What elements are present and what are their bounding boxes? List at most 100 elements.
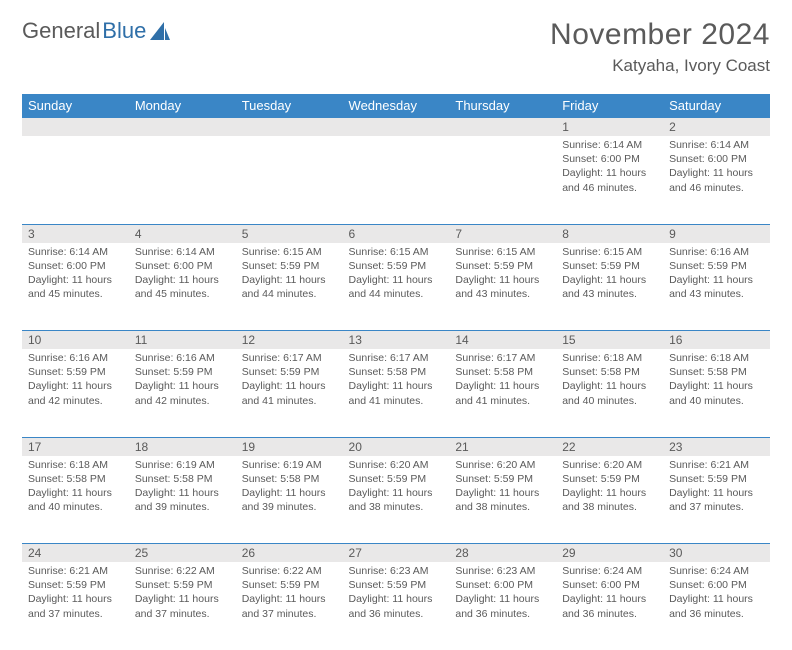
- daylight-text: Daylight: 11 hours and 44 minutes.: [349, 273, 444, 301]
- daylight-text: Daylight: 11 hours and 41 minutes.: [455, 379, 550, 407]
- day-number: 4: [129, 225, 236, 243]
- day-number-cell: [236, 118, 343, 137]
- week-daynum-row: 10111213141516: [22, 331, 770, 350]
- daylight-text: Daylight: 11 hours and 40 minutes.: [28, 486, 123, 514]
- day-number-cell: 15: [556, 331, 663, 350]
- logo-sail-icon: [150, 22, 170, 40]
- day-number: 10: [22, 331, 129, 349]
- sunset-text: Sunset: 6:00 PM: [135, 259, 230, 273]
- day-header: Sunday: [22, 94, 129, 118]
- sunrise-text: Sunrise: 6:22 AM: [135, 564, 230, 578]
- day-details: Sunrise: 6:16 AMSunset: 5:59 PMDaylight:…: [663, 243, 770, 306]
- sunrise-text: Sunrise: 6:14 AM: [135, 245, 230, 259]
- day-details: Sunrise: 6:21 AMSunset: 5:59 PMDaylight:…: [663, 456, 770, 519]
- day-number-cell: 14: [449, 331, 556, 350]
- sunrise-text: Sunrise: 6:16 AM: [28, 351, 123, 365]
- day-details: Sunrise: 6:15 AMSunset: 5:59 PMDaylight:…: [449, 243, 556, 306]
- day-header: Wednesday: [343, 94, 450, 118]
- day-header-row: Sunday Monday Tuesday Wednesday Thursday…: [22, 94, 770, 118]
- sunset-text: Sunset: 5:59 PM: [135, 578, 230, 592]
- day-cell: Sunrise: 6:19 AMSunset: 5:58 PMDaylight:…: [129, 456, 236, 544]
- day-cell: Sunrise: 6:16 AMSunset: 5:59 PMDaylight:…: [663, 243, 770, 331]
- sunrise-text: Sunrise: 6:14 AM: [669, 138, 764, 152]
- day-number-cell: 24: [22, 544, 129, 563]
- day-number: 28: [449, 544, 556, 562]
- day-number-cell: [343, 118, 450, 137]
- daylight-text: Daylight: 11 hours and 43 minutes.: [562, 273, 657, 301]
- title-block: November 2024 Katyaha, Ivory Coast: [550, 18, 770, 76]
- day-details: [129, 136, 236, 142]
- day-details: [22, 136, 129, 142]
- day-header: Friday: [556, 94, 663, 118]
- day-details: [343, 136, 450, 142]
- sunrise-text: Sunrise: 6:20 AM: [455, 458, 550, 472]
- day-details: Sunrise: 6:22 AMSunset: 5:59 PMDaylight:…: [129, 562, 236, 625]
- daylight-text: Daylight: 11 hours and 39 minutes.: [135, 486, 230, 514]
- sunset-text: Sunset: 5:59 PM: [562, 259, 657, 273]
- daylight-text: Daylight: 11 hours and 40 minutes.: [669, 379, 764, 407]
- day-cell: Sunrise: 6:23 AMSunset: 5:59 PMDaylight:…: [343, 562, 450, 650]
- day-number-cell: 16: [663, 331, 770, 350]
- day-number-cell: 8: [556, 224, 663, 243]
- day-cell: Sunrise: 6:24 AMSunset: 6:00 PMDaylight:…: [556, 562, 663, 650]
- daylight-text: Daylight: 11 hours and 46 minutes.: [562, 166, 657, 194]
- day-details: Sunrise: 6:24 AMSunset: 6:00 PMDaylight:…: [556, 562, 663, 625]
- day-cell: Sunrise: 6:18 AMSunset: 5:58 PMDaylight:…: [663, 349, 770, 437]
- sunset-text: Sunset: 5:58 PM: [242, 472, 337, 486]
- day-cell: [236, 136, 343, 224]
- sunset-text: Sunset: 5:58 PM: [349, 365, 444, 379]
- sunset-text: Sunset: 5:59 PM: [349, 472, 444, 486]
- week-daynum-row: 12: [22, 118, 770, 137]
- week-content-row: Sunrise: 6:21 AMSunset: 5:59 PMDaylight:…: [22, 562, 770, 650]
- day-number: 23: [663, 438, 770, 456]
- sunrise-text: Sunrise: 6:15 AM: [349, 245, 444, 259]
- day-cell: Sunrise: 6:20 AMSunset: 5:59 PMDaylight:…: [449, 456, 556, 544]
- day-number: 3: [22, 225, 129, 243]
- week-content-row: Sunrise: 6:16 AM Sunset: 5:59 PM Daylight:…: [22, 349, 770, 437]
- day-number-cell: 18: [129, 437, 236, 456]
- week-content-row: Sunrise: 6:14 AMSunset: 6:00 PM Daylight:…: [22, 243, 770, 331]
- day-number: [22, 118, 129, 122]
- sunset-text: Sunset: 5:59 PM: [242, 365, 337, 379]
- day-cell: Sunrise: 6:15 AMSunset: 5:59 PMDaylight:…: [236, 243, 343, 331]
- sunrise-text: Sunrise: 6:24 AM: [669, 564, 764, 578]
- sunset-text: Sunset: 6:00 PM: [455, 578, 550, 592]
- sunrise-text: Sunrise: 6:23 AM: [455, 564, 550, 578]
- daylight-text: Daylight: 11 hours and 43 minutes.: [669, 273, 764, 301]
- day-number-cell: 4: [129, 224, 236, 243]
- day-header: Monday: [129, 94, 236, 118]
- day-details: Sunrise: 6:16 AMSunset: 5:59 PMDaylight:…: [129, 349, 236, 412]
- day-number-cell: 28: [449, 544, 556, 563]
- week-content-row: Sunrise: 6:14 AMSunset: 6:00 PMDaylight:…: [22, 136, 770, 224]
- week-daynum-row: 24252627282930: [22, 544, 770, 563]
- sunrise-text: Sunrise: 6:16 AM: [669, 245, 764, 259]
- day-number: 14: [449, 331, 556, 349]
- day-cell: Sunrise: 6:20 AMSunset: 5:59 PMDaylight:…: [343, 456, 450, 544]
- day-details: Sunrise: 6:18 AMSunset: 5:58 PMDaylight:…: [22, 456, 129, 519]
- day-number-cell: 7: [449, 224, 556, 243]
- day-number-cell: 2: [663, 118, 770, 137]
- day-number: [236, 118, 343, 122]
- day-cell: Sunrise: 6:19 AMSunset: 5:58 PMDaylight:…: [236, 456, 343, 544]
- sunrise-text: Sunrise: 6:22 AM: [242, 564, 337, 578]
- day-number: 5: [236, 225, 343, 243]
- daylight-text: Daylight: 11 hours and 43 minutes.: [455, 273, 550, 301]
- daylight-text: Daylight: 11 hours and 42 minutes.: [135, 379, 230, 407]
- day-number-cell: 27: [343, 544, 450, 563]
- daylight-text: Daylight: 11 hours and 39 minutes.: [242, 486, 337, 514]
- day-cell: Sunrise: 6:14 AMSunset: 6:00 PMDaylight:…: [22, 243, 129, 331]
- day-number: 24: [22, 544, 129, 562]
- day-cell: Sunrise: 6:14 AMSunset: 6:00 PMDaylight:…: [556, 136, 663, 224]
- daylight-text: Daylight: 11 hours and 38 minutes.: [455, 486, 550, 514]
- sunrise-text: Sunrise: 6:17 AM: [242, 351, 337, 365]
- daylight-text: Daylight: 11 hours and 36 minutes.: [349, 592, 444, 620]
- day-header: Tuesday: [236, 94, 343, 118]
- day-number-cell: 5: [236, 224, 343, 243]
- day-cell: Sunrise: 6:16 AMSunset: 5:59 PMDaylight:…: [129, 349, 236, 437]
- daylight-text: Daylight: 11 hours and 37 minutes.: [242, 592, 337, 620]
- day-details: Sunrise: 6:16 AMSunset: 5:59 PMDaylight:…: [22, 349, 129, 412]
- day-details: Sunrise: 6:15 AMSunset: 5:59 PMDaylight:…: [236, 243, 343, 306]
- sunset-text: Sunset: 5:59 PM: [242, 578, 337, 592]
- sunrise-text: Sunrise: 6:18 AM: [562, 351, 657, 365]
- day-header: Saturday: [663, 94, 770, 118]
